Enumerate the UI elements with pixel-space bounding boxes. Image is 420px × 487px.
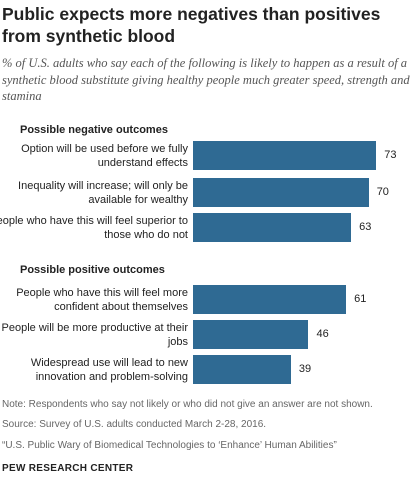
bar-value: 63 [359, 221, 372, 233]
bar-label: Inequality will increase; will only be a… [18, 179, 188, 206]
bar [193, 213, 352, 242]
bar-label: Widespread use will lead to new innovati… [30, 356, 188, 383]
bar-value: 61 [354, 293, 367, 305]
bar-label: People who have this will feel more conf… [16, 286, 188, 313]
bar [193, 141, 377, 170]
chart-note: Note: Respondents who say not likely or … [2, 399, 373, 410]
brand-logo-text: PEW RESEARCH CENTER [2, 463, 134, 474]
bar-label: Option will be used before we fully unde… [21, 142, 188, 169]
bar [193, 355, 291, 384]
bar-value: 39 [298, 363, 312, 375]
bar [193, 320, 309, 349]
bar-value: 70 [376, 186, 389, 198]
report-title: “U.S. Public Wary of Biomedical Technolo… [2, 440, 337, 451]
bar-value: 46 [316, 328, 329, 340]
group-label-positive: Possible positive outcomes [20, 264, 165, 276]
group-label-negative: Possible negative outcomes [20, 124, 168, 136]
chart-source: Source: Survey of U.S. adults conducted … [2, 419, 267, 430]
chart-subtitle: % of U.S. adults who say each of the fol… [2, 56, 410, 103]
bar [193, 285, 347, 314]
chart-title: Public expects more negatives than posit… [2, 4, 381, 46]
bar [193, 178, 369, 207]
bar-value: 73 [384, 149, 397, 161]
bar-label: People who have this will feel superior … [0, 214, 188, 241]
bar-label: People will be more productive at their … [1, 321, 188, 348]
